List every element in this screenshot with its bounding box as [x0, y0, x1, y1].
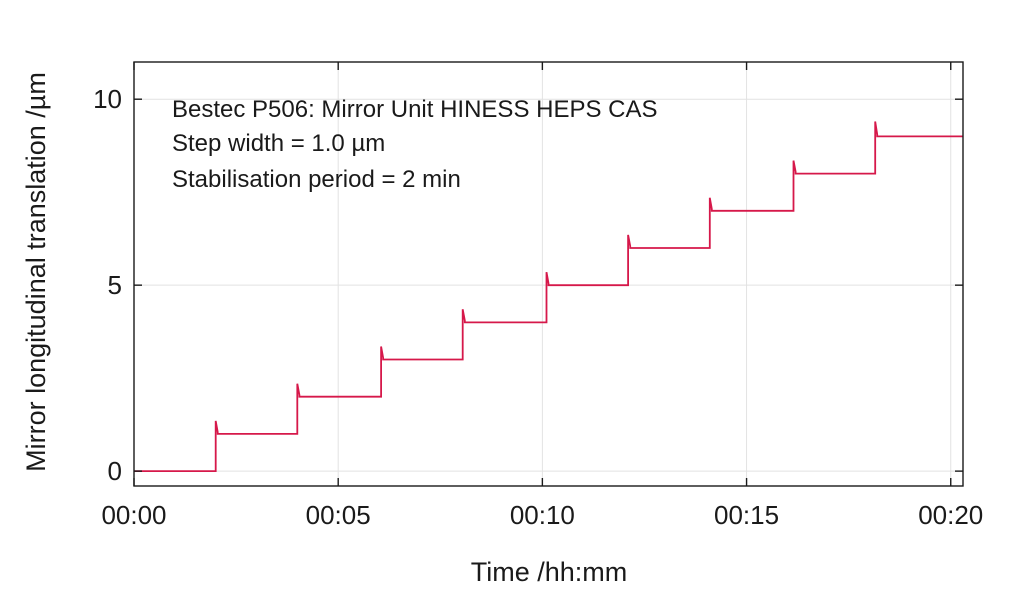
series-line [134, 121, 963, 473]
axis-ticks: 00:00 00:05 00:10 00:15 00:20 0 5 10 [93, 62, 983, 530]
annotation-block: Bestec P506: Mirror Unit HINESS HEPS CAS… [172, 96, 657, 193]
y-tick-label: 5 [108, 270, 122, 300]
x-tick-label: 00:20 [918, 500, 983, 530]
annotation-line-2: Step width = 1.0 µm [172, 130, 385, 157]
x-tick-label: 00:05 [306, 500, 371, 530]
y-tick-label: 0 [108, 456, 122, 486]
x-axis-label: Time /hh:mm [471, 557, 628, 587]
y-tick-label: 10 [93, 84, 122, 114]
annotation-line-3: Stabilisation period = 2 min [172, 166, 461, 193]
plot-area [134, 62, 963, 486]
x-tick-label: 00:10 [510, 500, 575, 530]
x-tick-label: 00:00 [101, 500, 166, 530]
plot-frame [133, 61, 964, 487]
annotation-line-1: Bestec P506: Mirror Unit HINESS HEPS CAS [172, 96, 657, 123]
series-group [134, 121, 963, 473]
x-tick-label: 00:15 [714, 500, 779, 530]
y-axis-label: Mirror longitudinal translation /µm [21, 72, 51, 472]
